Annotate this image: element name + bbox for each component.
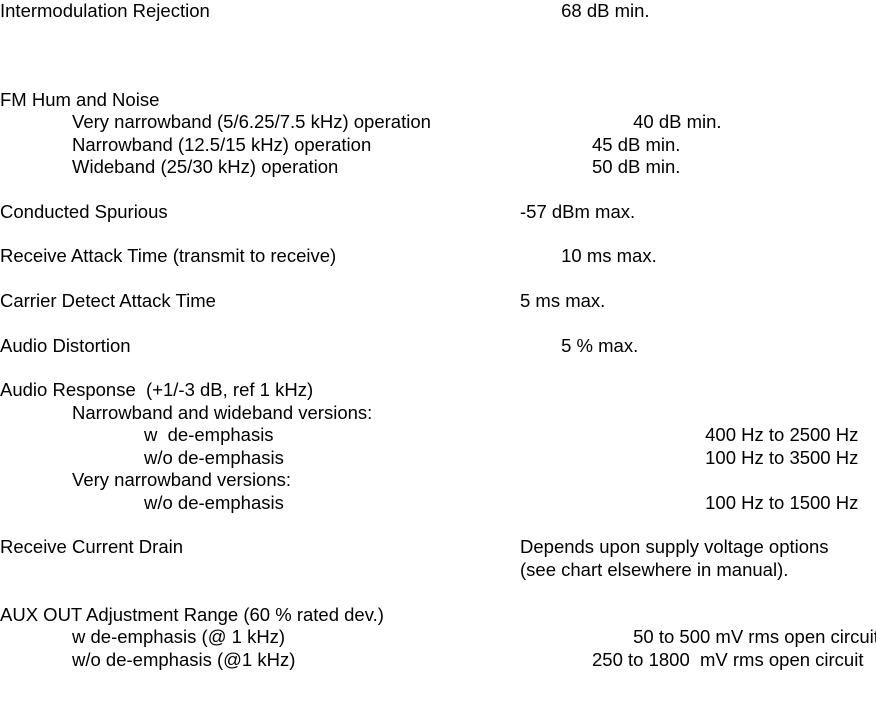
spec-row: w/o de-emphasis (@1 kHz)250 to 1800 mV r…	[0, 649, 876, 672]
spec-row: Audio Distortion 5 % max.	[0, 335, 876, 358]
spec-value: 10 ms max.	[520, 245, 876, 268]
spec-value: Depends upon supply voltage options	[520, 536, 876, 559]
spacer	[0, 514, 876, 536]
spec-label: AUX OUT Adjustment Range (60 % rated dev…	[0, 604, 520, 627]
spec-label: w de-emphasis (@ 1 kHz)	[0, 626, 592, 649]
spec-value: 250 to 1800 mV rms open circuit	[592, 649, 876, 672]
spec-label: Intermodulation Rejection	[0, 0, 520, 23]
spec-label: w/o de-emphasis	[0, 492, 664, 515]
spec-value: 5 ms max.	[520, 290, 876, 313]
spec-row: Narrowband and wideband versions:	[0, 402, 876, 425]
spacer	[0, 582, 876, 604]
spec-label: Wideband (25/30 kHz) operation	[0, 156, 592, 179]
spec-label: Audio Response (+1/-3 dB, ref 1 kHz)	[0, 379, 520, 402]
spec-label: w/o de-emphasis	[0, 447, 664, 470]
spec-row: Receive Attack Time (transmit to receive…	[0, 245, 876, 268]
spec-row: w/o de-emphasis 100 Hz to 1500 Hz	[0, 492, 876, 515]
spec-row: Wideband (25/30 kHz) operation50 dB min.	[0, 156, 876, 179]
spec-row: Intermodulation Rejection 68 dB min.	[0, 0, 876, 23]
spec-value	[520, 89, 876, 112]
spec-row: Very narrowband (5/6.25/7.5 kHz) operati…	[0, 111, 876, 134]
spec-label: FM Hum and Noise	[0, 89, 520, 112]
spacer	[0, 23, 876, 89]
spec-label: Receive Current Drain	[0, 536, 520, 559]
spec-value: 400 Hz to 2500 Hz	[664, 424, 876, 447]
spec-value: -57 dBm max.	[520, 201, 876, 224]
spec-value: 50 to 500 mV rms open circuit	[592, 626, 876, 649]
spec-value: 68 dB min.	[520, 0, 876, 23]
spec-value: 45 dB min.	[592, 134, 876, 157]
spec-row: w de-emphasis 400 Hz to 2500 Hz	[0, 424, 876, 447]
spec-value: 40 dB min.	[592, 111, 876, 134]
spec-value	[592, 469, 876, 492]
spec-value	[520, 604, 876, 627]
spec-label: Receive Attack Time (transmit to receive…	[0, 245, 520, 268]
spacer	[0, 223, 876, 245]
spec-row: FM Hum and Noise	[0, 89, 876, 112]
spec-row: Narrowband (12.5/15 kHz) operation45 dB …	[0, 134, 876, 157]
spec-value: 5 % max.	[520, 335, 876, 358]
spacer	[0, 357, 876, 379]
spec-row: w/o de-emphasis 100 Hz to 3500 Hz	[0, 447, 876, 470]
spec-value: (see chart elsewhere in manual).	[520, 559, 876, 582]
spec-label: Audio Distortion	[0, 335, 520, 358]
spec-value: 100 Hz to 1500 Hz	[664, 492, 876, 515]
spec-label: w de-emphasis	[0, 424, 664, 447]
spec-label	[0, 559, 520, 582]
spec-row: Very narrowband versions:	[0, 469, 876, 492]
spec-row: Carrier Detect Attack Time5 ms max.	[0, 290, 876, 313]
spacer	[0, 179, 876, 201]
spec-value	[520, 379, 876, 402]
spacer	[0, 313, 876, 335]
spec-value: 50 dB min.	[592, 156, 876, 179]
spec-value	[592, 402, 876, 425]
spec-row: AUX OUT Adjustment Range (60 % rated dev…	[0, 604, 876, 627]
spacer	[0, 268, 876, 290]
spec-label: Very narrowband (5/6.25/7.5 kHz) operati…	[0, 111, 592, 134]
spec-label: Very narrowband versions:	[0, 469, 592, 492]
spec-row: (see chart elsewhere in manual).	[0, 559, 876, 582]
spec-label: w/o de-emphasis (@1 kHz)	[0, 649, 592, 672]
spec-row: w de-emphasis (@ 1 kHz) 50 to 500 mV rms…	[0, 626, 876, 649]
spec-label: Conducted Spurious	[0, 201, 520, 224]
spec-value: 100 Hz to 3500 Hz	[664, 447, 876, 470]
spec-row: Receive Current DrainDepends upon supply…	[0, 536, 876, 559]
spec-row: Conducted Spurious-57 dBm max.	[0, 201, 876, 224]
spec-row: Audio Response (+1/-3 dB, ref 1 kHz)	[0, 379, 876, 402]
spec-label: Narrowband (12.5/15 kHz) operation	[0, 134, 592, 157]
spec-label: Carrier Detect Attack Time	[0, 290, 520, 313]
spec-label: Narrowband and wideband versions:	[0, 402, 592, 425]
